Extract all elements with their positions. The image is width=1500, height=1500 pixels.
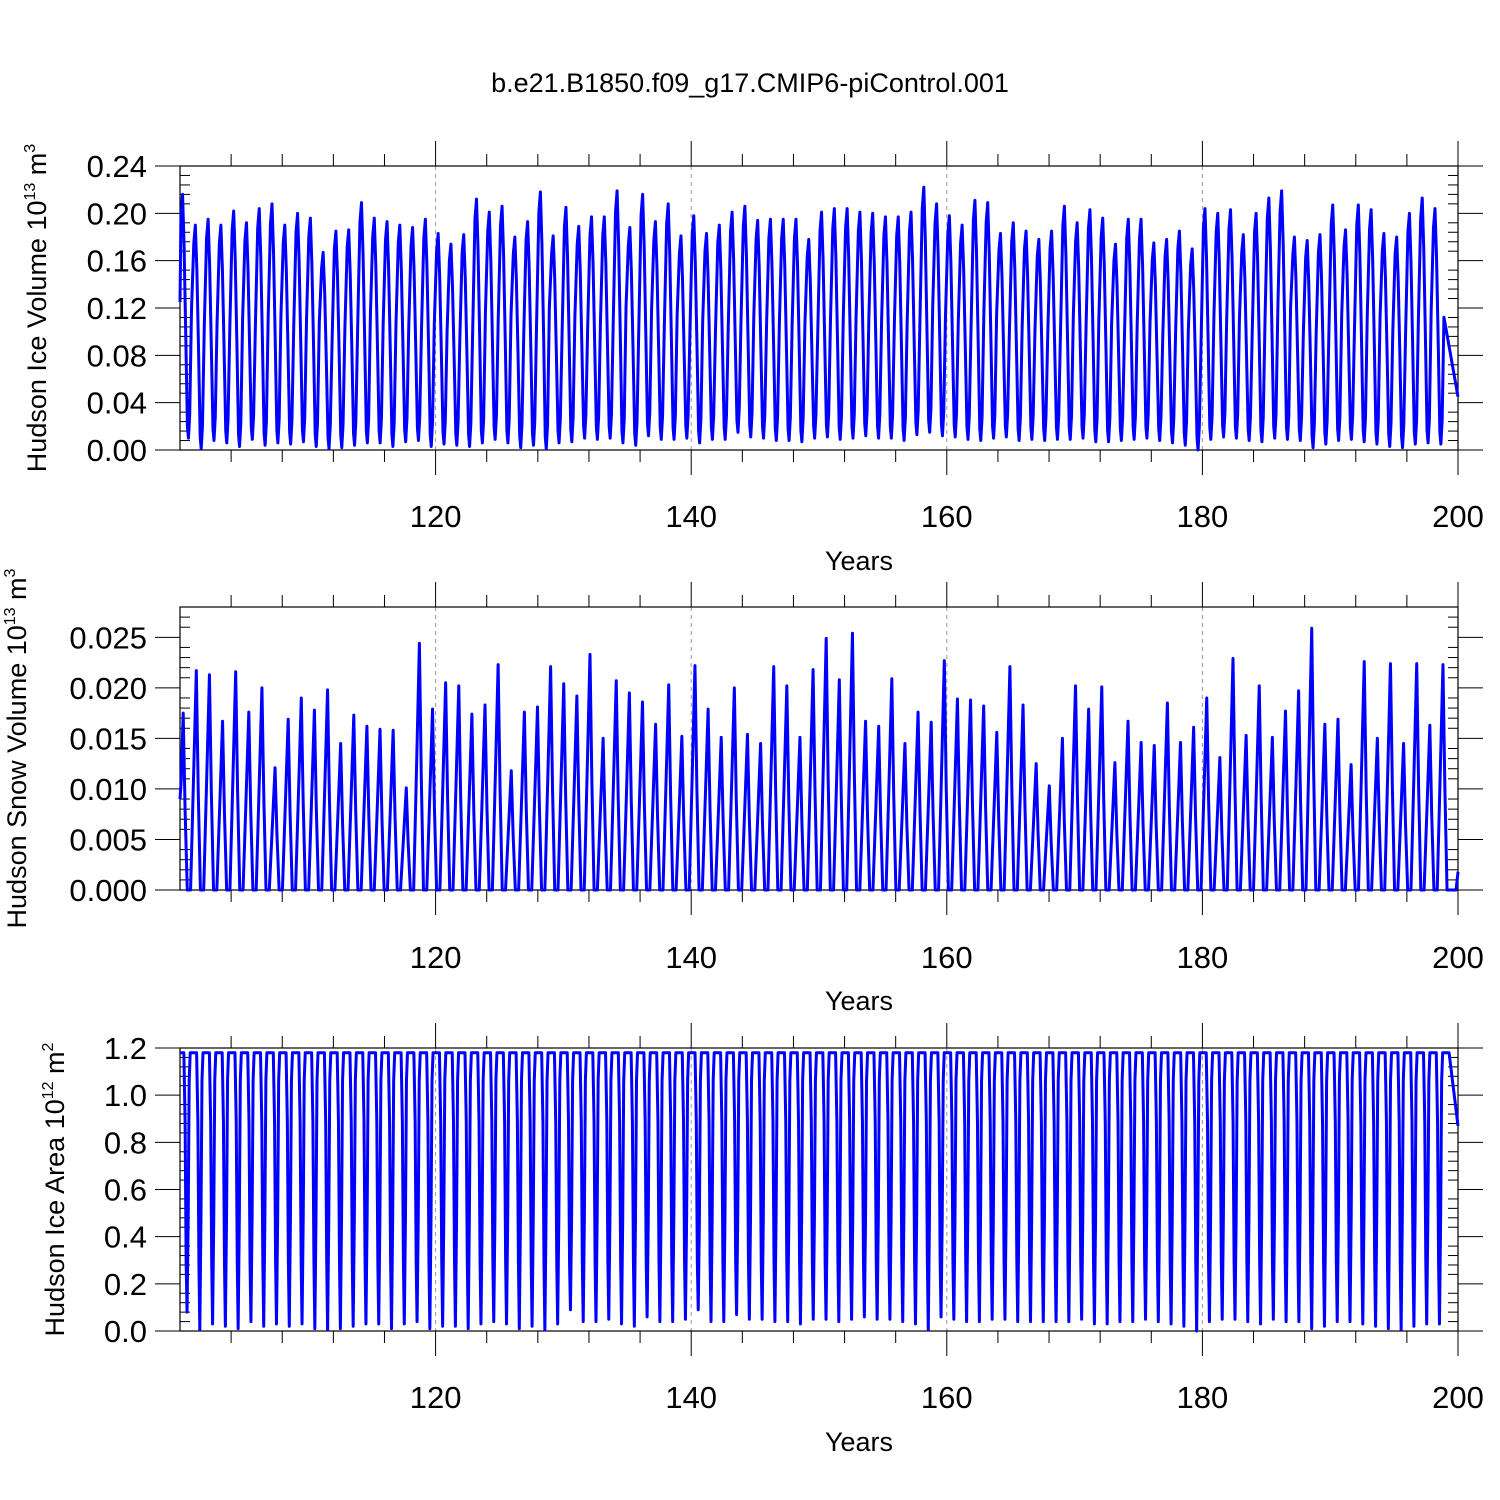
x-tick-label: 180: [1177, 1380, 1229, 1415]
series-line: [178, 185, 1460, 452]
series-line: [180, 1051, 1460, 1333]
x-tick-label: 160: [921, 499, 973, 534]
panel-ice-area: 0.0 0.2 0.4 0.6 0.8 1.0 1.2 120 140 160 180 200 Year…: [40, 1023, 1484, 1457]
y-tick-label: 0.24: [87, 149, 147, 184]
x-axis-label: Years: [825, 986, 893, 1016]
plot-frame: [179, 606, 1459, 891]
x-axis-label: Years: [825, 546, 893, 576]
x-tick-label: 120: [410, 499, 462, 534]
figure-title: b.e21.B1850.f09_g17.CMIP6-piControl.001: [491, 68, 1009, 98]
y-tick-label: 0.000: [69, 873, 147, 908]
y-tick-label: 0.16: [87, 244, 147, 279]
y-axis-label: Hudson Ice Volume 1013 m3: [22, 144, 52, 472]
y-tick-label: 0.20: [87, 196, 147, 231]
plot-frame: [179, 1047, 1459, 1332]
panel-ice-volume: 0.00 0.04 0.08 0.12 0.16 0.20 0.24 120 140 160 180…: [22, 141, 1484, 576]
y-tick-label: 0.4: [104, 1220, 147, 1255]
x-tick-label: 200: [1432, 1380, 1484, 1415]
x-tick-label: 160: [921, 940, 973, 975]
x-tick-label: 180: [1177, 940, 1229, 975]
series-line: [178, 626, 1460, 892]
x-axis-label: Years: [825, 1427, 893, 1457]
y-tick-label: 1.0: [104, 1078, 147, 1113]
x-tick-label: 120: [410, 1380, 462, 1415]
y-tick-label: 0.2: [104, 1267, 147, 1302]
x-tick-label: 140: [665, 499, 717, 534]
y-tick-label: 0.010: [69, 772, 147, 807]
x-tick-label: 200: [1432, 940, 1484, 975]
x-tick-label: 140: [665, 940, 717, 975]
y-axis-label: Hudson Ice Area 1012 m2: [40, 1042, 70, 1336]
x-tick-label: 140: [665, 1380, 717, 1415]
y-tick-label: 0.00: [87, 433, 147, 468]
y-tick-label: 0.04: [87, 386, 147, 421]
y-tick-label: 0.015: [69, 721, 147, 756]
x-tick-label: 160: [921, 1380, 973, 1415]
y-tick-label: 0.005: [69, 822, 147, 857]
y-tick-label: 0.020: [69, 671, 147, 706]
y-axis-label: Hudson Snow Volume 1013 m3: [2, 568, 32, 928]
y-tick-label: 0.08: [87, 338, 147, 373]
y-tick-label: 0.0: [104, 1314, 147, 1349]
y-tick-label: 0.12: [87, 291, 147, 326]
x-tick-label: 120: [410, 940, 462, 975]
panel-snow-volume: 0.000 0.005 0.010 0.015 0.020 0.025 120 140 160 1…: [2, 568, 1484, 1016]
y-tick-label: 0.6: [104, 1173, 147, 1208]
y-tick-label: 0.025: [69, 620, 147, 655]
x-tick-label: 180: [1177, 499, 1229, 534]
x-tick-label: 200: [1432, 499, 1484, 534]
y-tick-label: 0.8: [104, 1125, 147, 1160]
y-tick-label: 1.2: [104, 1031, 147, 1066]
